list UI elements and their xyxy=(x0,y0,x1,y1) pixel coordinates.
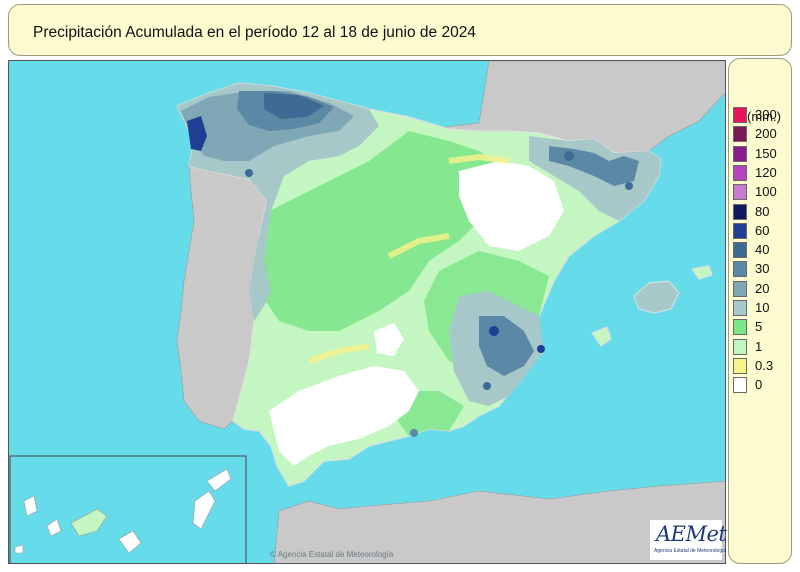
precip-max-point xyxy=(489,326,499,336)
balearic-ibiza xyxy=(591,326,612,347)
precip-max-point xyxy=(410,429,418,437)
legend-label: 300 xyxy=(755,107,777,122)
legend-item: 100 xyxy=(733,184,793,201)
legend-swatch xyxy=(733,338,747,355)
legend-item: 5 xyxy=(733,319,793,336)
legend-item: 150 xyxy=(733,145,793,162)
map-canvas xyxy=(8,60,726,564)
canary-island xyxy=(70,508,108,537)
canary-island xyxy=(192,490,216,530)
legend-swatch xyxy=(733,184,747,201)
legend-swatch xyxy=(733,164,747,181)
balearic-menorca xyxy=(691,265,713,280)
legend-swatch xyxy=(733,319,747,336)
legend-label: 5 xyxy=(755,319,763,335)
legend-swatch xyxy=(733,377,747,394)
precip-max-point xyxy=(245,169,253,177)
legend-item: 10 xyxy=(733,300,793,316)
legend-label: 1 xyxy=(755,338,763,354)
legend-item: 120 xyxy=(733,164,793,181)
legend-swatch xyxy=(733,357,747,374)
canary-island xyxy=(23,495,38,517)
legend-item: 0.3 xyxy=(733,357,793,374)
legend-label: 30 xyxy=(755,261,770,277)
aemet-logo: AEMet Agencia Estatal de Meteorología xyxy=(650,520,727,560)
precip-max-point xyxy=(564,151,574,161)
credit-text: © Agencia Estatal de Meteorología xyxy=(270,550,394,559)
canary-inset-corner xyxy=(10,455,247,563)
precip-zone-0mm-ebro xyxy=(459,161,564,251)
legend-swatch xyxy=(733,242,747,259)
legend-label: 100 xyxy=(755,184,777,200)
legend-panel: (mm.) 300 200 150 120 100 80 60 40 30 20 10 5 1 0.3 0 xyxy=(728,58,792,564)
canary-island xyxy=(14,544,24,554)
precip-zone-5mm-center xyxy=(259,131,509,331)
north-africa-landmass xyxy=(273,480,725,563)
precip-max-point xyxy=(625,182,633,190)
precip-zone-60mm-rias xyxy=(187,116,207,151)
legend-item: 0 xyxy=(733,377,793,394)
title-box: Precipitación Acumulada en el período 12… xyxy=(8,4,792,56)
logo-subtitle: Agencia Estatal de Meteorología xyxy=(654,548,727,554)
legend-swatch xyxy=(733,300,747,316)
map-title: Precipitación Acumulada en el período 12… xyxy=(33,24,476,41)
balearic-mallorca xyxy=(633,280,680,314)
legend-label: 10 xyxy=(755,300,770,315)
legend-item: 80 xyxy=(733,203,793,220)
logo-name: AEMet xyxy=(656,522,727,546)
legend-item: 30 xyxy=(733,261,793,278)
legend-label: 60 xyxy=(755,222,770,238)
legend-item: 60 xyxy=(733,222,793,239)
legend-item: 40 xyxy=(733,242,793,259)
legend-swatch xyxy=(733,126,747,143)
precip-max-point xyxy=(537,345,545,353)
canary-island xyxy=(46,518,62,537)
legend-label: 200 xyxy=(755,126,777,142)
canary-island xyxy=(118,530,142,554)
legend-swatch xyxy=(733,261,747,278)
precip-zone-0.3mm-bands xyxy=(308,153,510,364)
legend-item: 300 xyxy=(733,107,793,123)
legend-label: 0.3 xyxy=(755,357,774,373)
legend-label: 150 xyxy=(755,145,777,161)
legend-label: 40 xyxy=(755,242,770,258)
legend-label: 120 xyxy=(755,164,777,180)
legend-label: 0 xyxy=(755,377,763,393)
legend-swatch xyxy=(733,203,747,220)
precip-zone-0mm-center xyxy=(374,323,404,356)
legend-swatch xyxy=(733,145,747,162)
legend-units: (mm.) xyxy=(747,109,781,124)
legend-item: 1 xyxy=(733,338,793,355)
precip-max-point xyxy=(483,382,491,390)
legend-label: 80 xyxy=(755,203,770,219)
canary-island xyxy=(206,468,232,492)
legend-swatch xyxy=(733,107,747,123)
legend-swatch xyxy=(733,222,747,239)
map-svg xyxy=(9,61,725,563)
legend-label: 20 xyxy=(755,280,770,296)
legend-item: 200 xyxy=(733,126,793,143)
precip-zone-0mm-andalucia xyxy=(269,366,419,466)
precip-zone-40mm-cantabric xyxy=(264,93,324,119)
legend-item: 20 xyxy=(733,280,793,297)
legend-swatch xyxy=(733,280,747,297)
